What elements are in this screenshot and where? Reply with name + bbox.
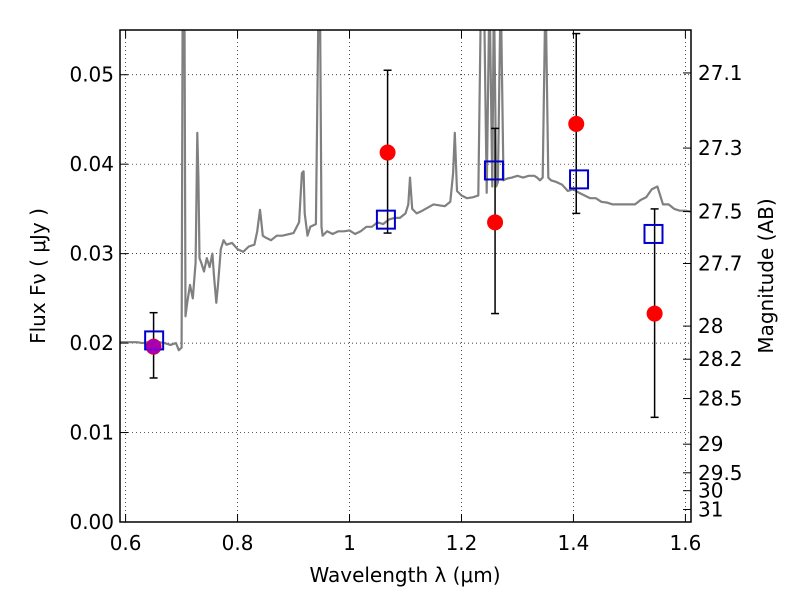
x-tick-label: 0.6 bbox=[110, 531, 142, 555]
y-tick-label: 0.01 bbox=[69, 421, 114, 445]
mag-tick-label: 28 bbox=[698, 314, 723, 338]
model-point bbox=[483, 160, 504, 181]
overlap-point bbox=[146, 339, 162, 355]
plot-frame bbox=[119, 29, 692, 523]
mag-tick-label: 27.1 bbox=[698, 61, 743, 85]
mag-tick-label: 27.5 bbox=[698, 200, 743, 224]
x-tick-label: 0.8 bbox=[222, 531, 254, 555]
y-tick-label: 0.05 bbox=[69, 63, 114, 87]
x-tick-label: 1.2 bbox=[446, 531, 478, 555]
mag-tick-label: 27.7 bbox=[698, 251, 743, 275]
y-tick-label: 0.00 bbox=[69, 510, 114, 534]
x-axis-label: Wavelength λ (μm) bbox=[309, 563, 500, 587]
x-tick-label: 1.4 bbox=[558, 531, 590, 555]
y-axis-label: Flux Fν ( μJy ) bbox=[26, 208, 50, 344]
x-tick-label: 1.6 bbox=[669, 531, 701, 555]
y-axis-right-label: Magnitude (AB) bbox=[754, 198, 778, 353]
y-tick-label: 0.03 bbox=[69, 242, 114, 266]
observed-point bbox=[568, 115, 585, 132]
model-point bbox=[375, 209, 396, 230]
observed-point bbox=[646, 305, 663, 322]
spectrum-line bbox=[120, 30, 691, 352]
photometry-layer bbox=[144, 32, 664, 419]
observed-point bbox=[379, 144, 396, 161]
mag-tick-label: 28.2 bbox=[698, 347, 743, 371]
spectrum-layer bbox=[120, 30, 691, 352]
y-tick-label: 0.04 bbox=[69, 152, 114, 176]
y-tick-label: 0.02 bbox=[69, 331, 114, 355]
grid-lines bbox=[120, 30, 691, 522]
mag-tick-label: 28.5 bbox=[698, 387, 743, 411]
axis-ticks: 0.6 0.8 1 1.2 1.4 1.6 0.00 0.01 0.02 0.03 0.04 0.05… bbox=[69, 30, 743, 555]
mag-tick-label: 29.5 bbox=[698, 461, 743, 485]
mag-tick-label: 29 bbox=[698, 432, 723, 456]
model-point bbox=[643, 223, 664, 244]
observed-point bbox=[487, 214, 504, 231]
mag-tick-label: 30 bbox=[698, 479, 723, 503]
model-point bbox=[569, 169, 590, 190]
mag-tick-label: 27.3 bbox=[698, 136, 743, 160]
x-tick-label: 1 bbox=[343, 531, 356, 555]
mag-tick-label: 31 bbox=[698, 497, 723, 521]
